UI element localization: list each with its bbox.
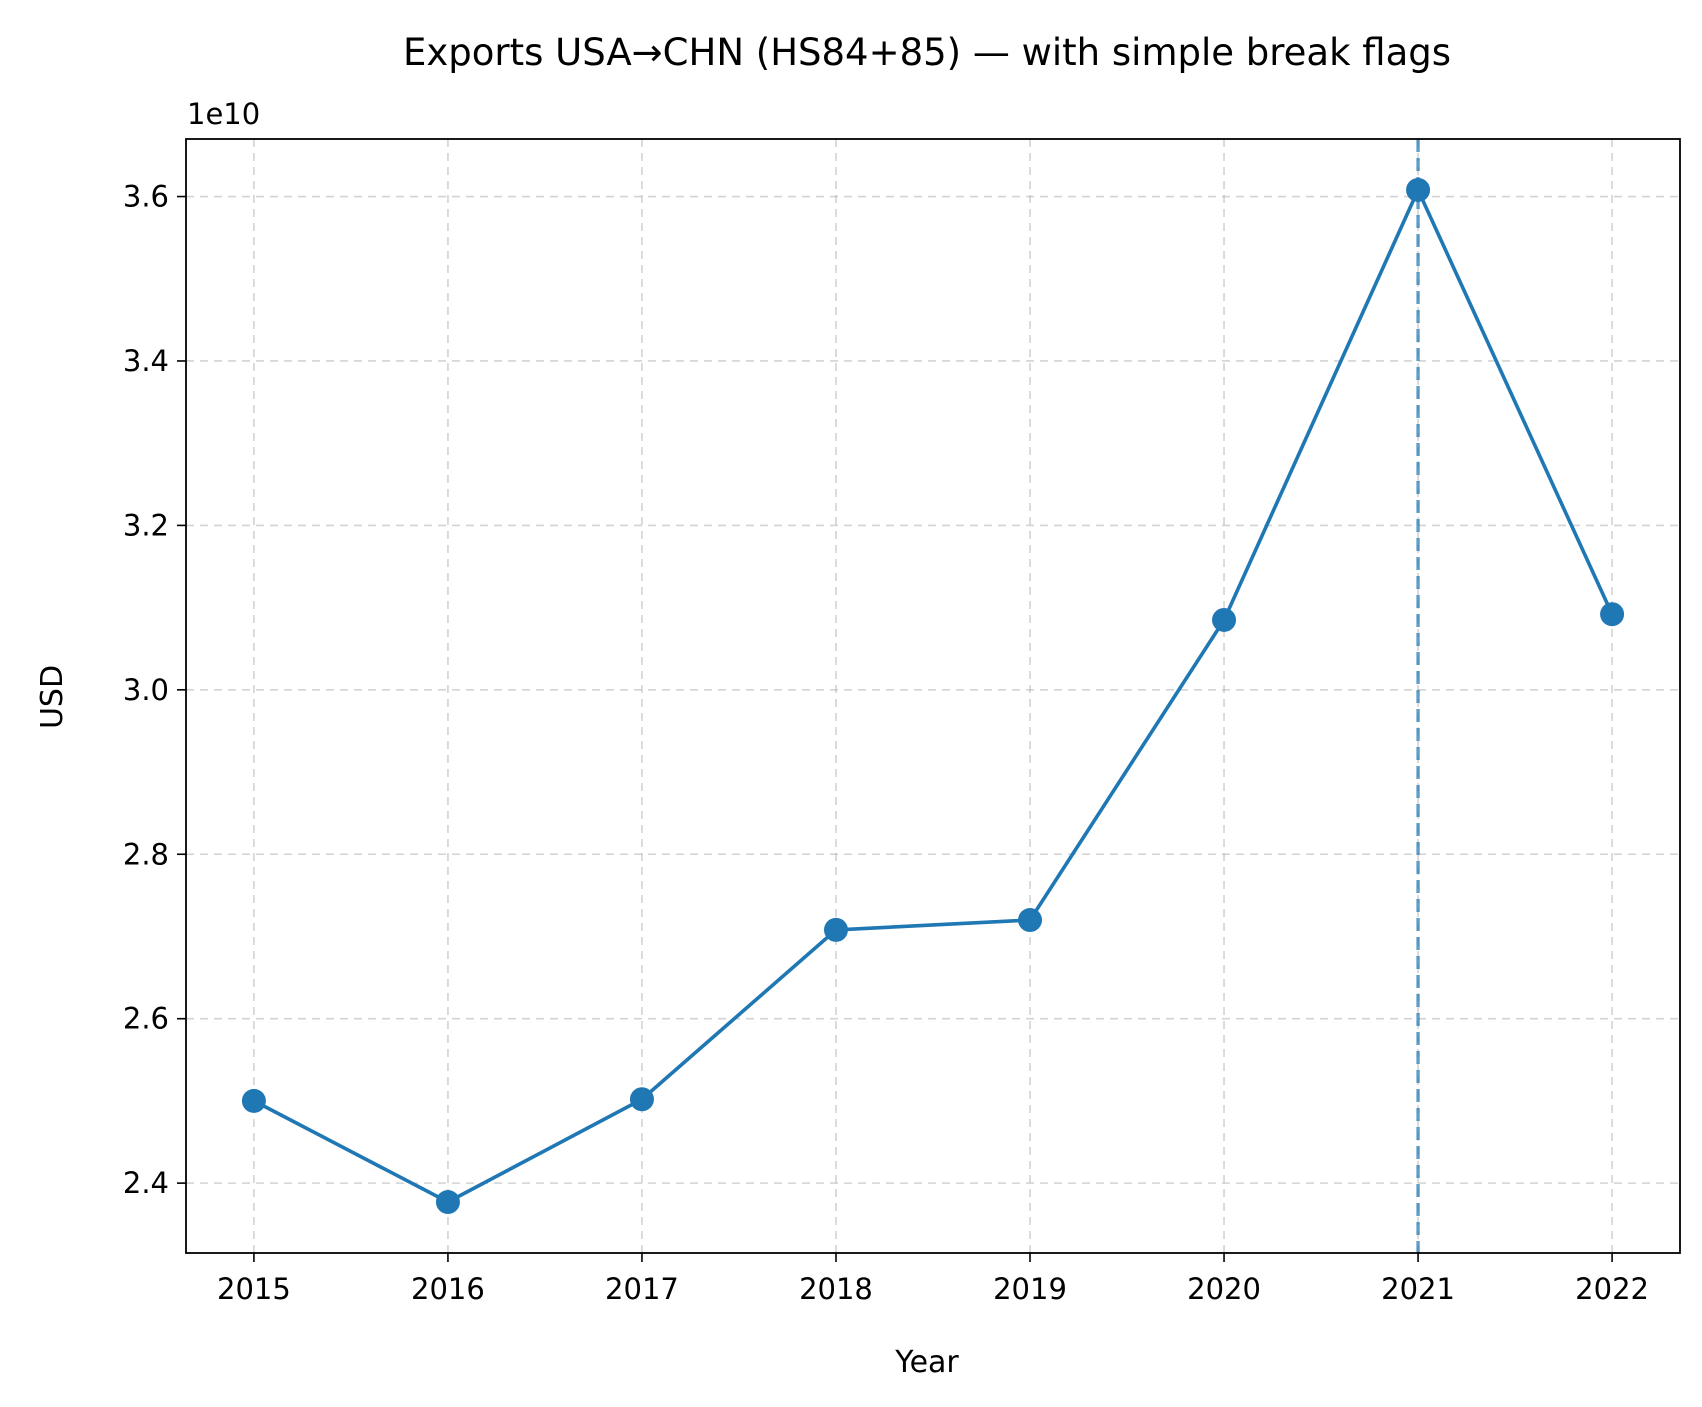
y-tick-label: 3.2: [123, 508, 169, 542]
data-point: [241, 1088, 266, 1113]
x-tick-label: 2015: [217, 1272, 291, 1306]
x-tick-label: 2022: [1575, 1272, 1649, 1306]
plot-frame: [185, 138, 1681, 1254]
chart-title: Exports USA→CHN (HS84+85) — with simple …: [403, 31, 1451, 74]
y-tick-label: 3.6: [123, 180, 169, 214]
x-axis-label: Year: [894, 1345, 959, 1380]
x-tick-label: 2016: [411, 1272, 485, 1306]
series: [241, 177, 1625, 1215]
ticks: 2015 2016 2017 2018 2019 2020 2021 2022 2.4 2.6 2.…: [123, 180, 1649, 1306]
x-tick-label: 2018: [799, 1272, 873, 1306]
data-point: [435, 1190, 460, 1215]
x-tick-label: 2017: [605, 1272, 679, 1306]
data-point: [1600, 602, 1625, 627]
data-point: [823, 917, 848, 942]
y-axis-offset-label: 1e10: [187, 97, 260, 131]
data-point: [629, 1087, 654, 1112]
y-tick-label: 2.6: [123, 1002, 169, 1036]
y-tick-label: 3.4: [123, 344, 169, 378]
y-tick-label: 3.0: [123, 673, 169, 707]
series-line: [253, 188, 1614, 1204]
y-axis-label: USD: [35, 665, 70, 729]
y-tick-label: 2.8: [123, 837, 169, 871]
x-tick-label: 2019: [993, 1272, 1067, 1306]
grid: [186, 139, 1680, 1253]
data-point: [1018, 908, 1043, 933]
x-tick-label: 2020: [1187, 1272, 1261, 1306]
y-tick-label: 2.4: [123, 1166, 169, 1200]
x-tick-label: 2021: [1381, 1272, 1455, 1306]
data-point: [1406, 177, 1431, 202]
data-point: [1212, 607, 1237, 632]
